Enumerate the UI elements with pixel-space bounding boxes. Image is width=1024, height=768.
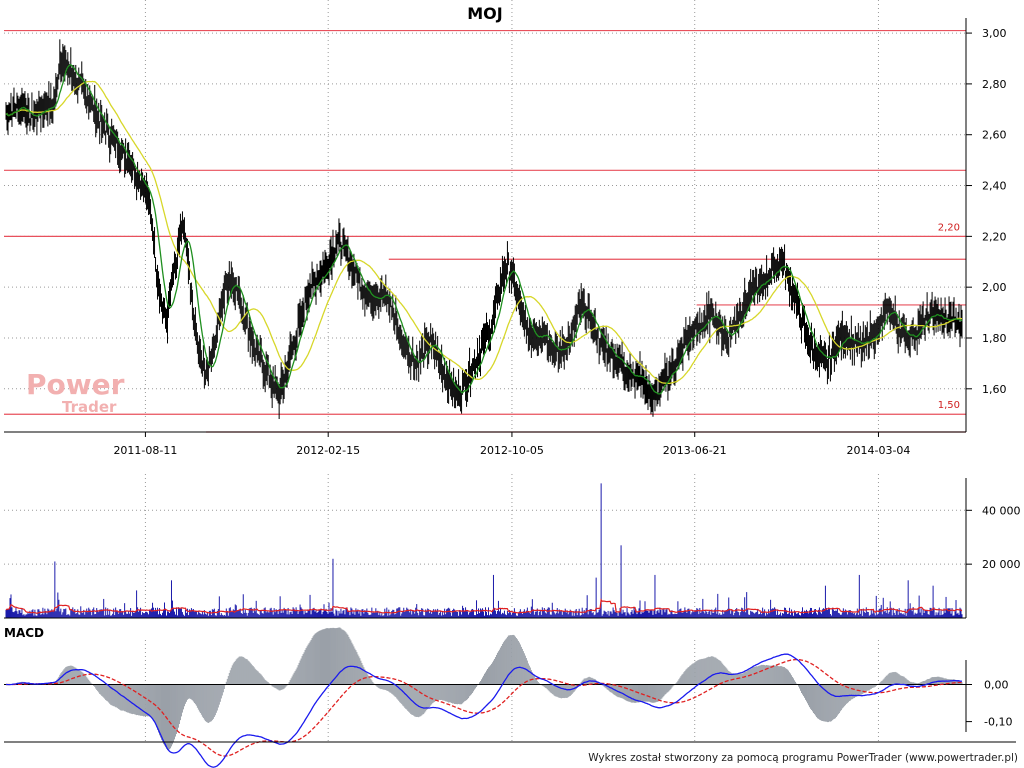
macd-panel: MACD 0,00 -0,10 [4, 626, 1016, 768]
date-tick-label: 2011-08-11 [113, 444, 177, 457]
volume-y-axis: 20 000 40 000 [4, 478, 1021, 619]
date-tick-label: 2012-02-15 [296, 444, 360, 457]
macd-y-axis: 0,00 -0,10 [4, 660, 1016, 743]
macd-signal-line [6, 658, 963, 757]
moving-averages [5, 63, 963, 395]
macd-label: MACD [4, 626, 44, 640]
price-tick-label: 2,00 [982, 281, 1007, 294]
volume-panel: 20 000 40 000 [4, 474, 1021, 619]
support-resistance-lines: 2,20 1,50 [4, 29, 966, 433]
chart-title: MOJ [467, 4, 502, 23]
watermark-line-1: Power [26, 368, 125, 401]
macd-line [6, 653, 963, 768]
volume-tick-label: 20 000 [982, 558, 1021, 571]
ma-long-line [5, 80, 963, 385]
price-tick-label: 2,80 [982, 78, 1007, 91]
footer-credit: Wykres został stworzony za pomocą progra… [588, 752, 1018, 764]
volume-grid [4, 474, 966, 618]
hline-label-5: 1,50 [938, 400, 960, 411]
price-tick-label: 2,20 [982, 230, 1007, 243]
macd-tick-label: 0,00 [984, 679, 1009, 692]
price-tick-label: 2,40 [982, 180, 1007, 193]
macd-lines [4, 653, 966, 768]
macd-histogram [6, 627, 963, 751]
price-tick-label: 1,80 [982, 332, 1007, 345]
date-tick-label: 2013-06-21 [663, 444, 727, 457]
hline-label-2: 2,20 [938, 222, 960, 233]
volume-average-line [5, 598, 963, 615]
ma-short-line [5, 63, 963, 395]
price-plot-area [4, 27, 966, 432]
volume-tick-label: 40 000 [982, 504, 1021, 517]
powertrader-watermark: Power Trader [26, 368, 125, 416]
date-tick-label: 2012-10-05 [480, 444, 544, 457]
price-tick-label: 3,00 [982, 27, 1007, 40]
watermark-line-2: Trader [62, 398, 117, 416]
date-x-axis: 2011-08-11 2012-02-15 2012-10-05 2013-06-21… [4, 431, 966, 457]
price-grid [4, 0, 966, 432]
price-tick-label: 2,60 [982, 129, 1007, 142]
volume-bars [5, 483, 963, 618]
volume-average-path [5, 598, 963, 615]
date-tick-label: 2014-03-04 [846, 444, 910, 457]
macd-tick-label: -0,10 [984, 716, 1012, 729]
price-y-axis: 1,60 1,80 2,00 2,20 2,40 2,60 2,80 3,00 [965, 18, 1007, 432]
ohlc-bars [5, 39, 963, 420]
price-panel: 2,201,50 Power Trader 1,601,802,002,202,… [4, 0, 1007, 457]
price-tick-label: 1,60 [982, 383, 1007, 396]
